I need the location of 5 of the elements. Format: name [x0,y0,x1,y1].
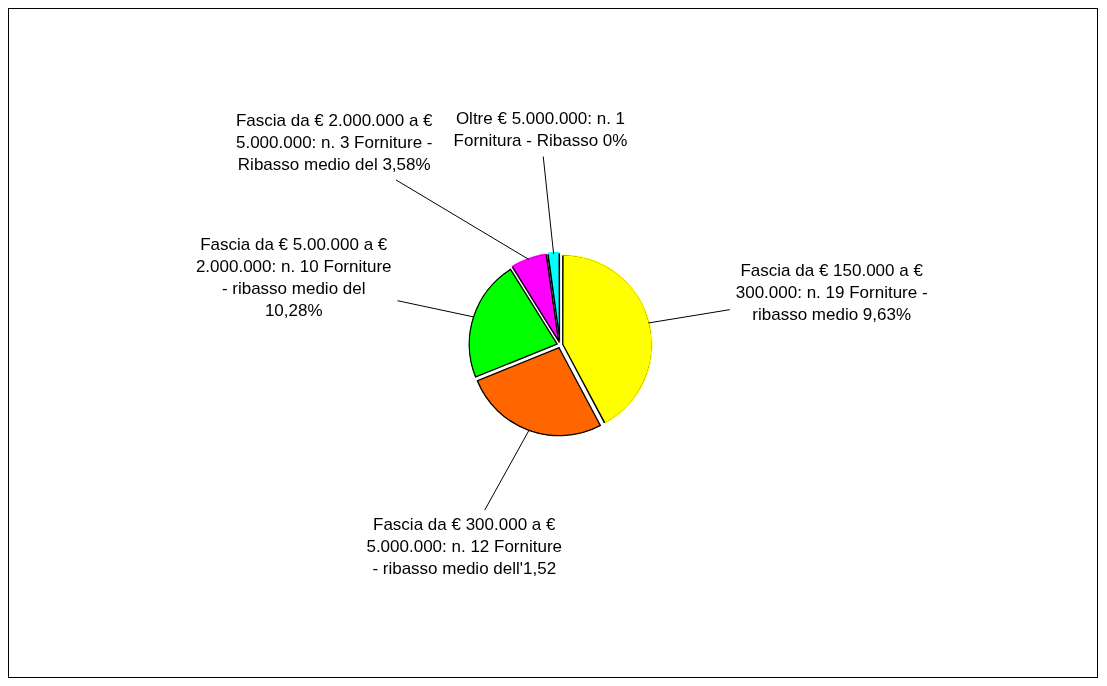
slice-label: Fascia da € 2.000.000 a € 5.000.000: n. 3 Forniture - Ribasso medio del 3,58% [235,110,434,174]
slice-label: Fascia da € 150.000 a € 300.000: n. 19 Forniture - ribasso medio 9,63% [735,260,928,324]
slice-label: Oltre € 5.000.000: n. 1 Fornitura - Ribasso 0% [453,109,628,151]
slice-label: Fascia da € 5.00.000 a € 2.000.000: n. 10 Forniture - ribasso medio del 10,28% [195,235,392,321]
slice-label: Fascia da € 300.000 a € 5.000.000: n. 12 Forniture - ribasso medio dell'1,52 [366,514,563,578]
